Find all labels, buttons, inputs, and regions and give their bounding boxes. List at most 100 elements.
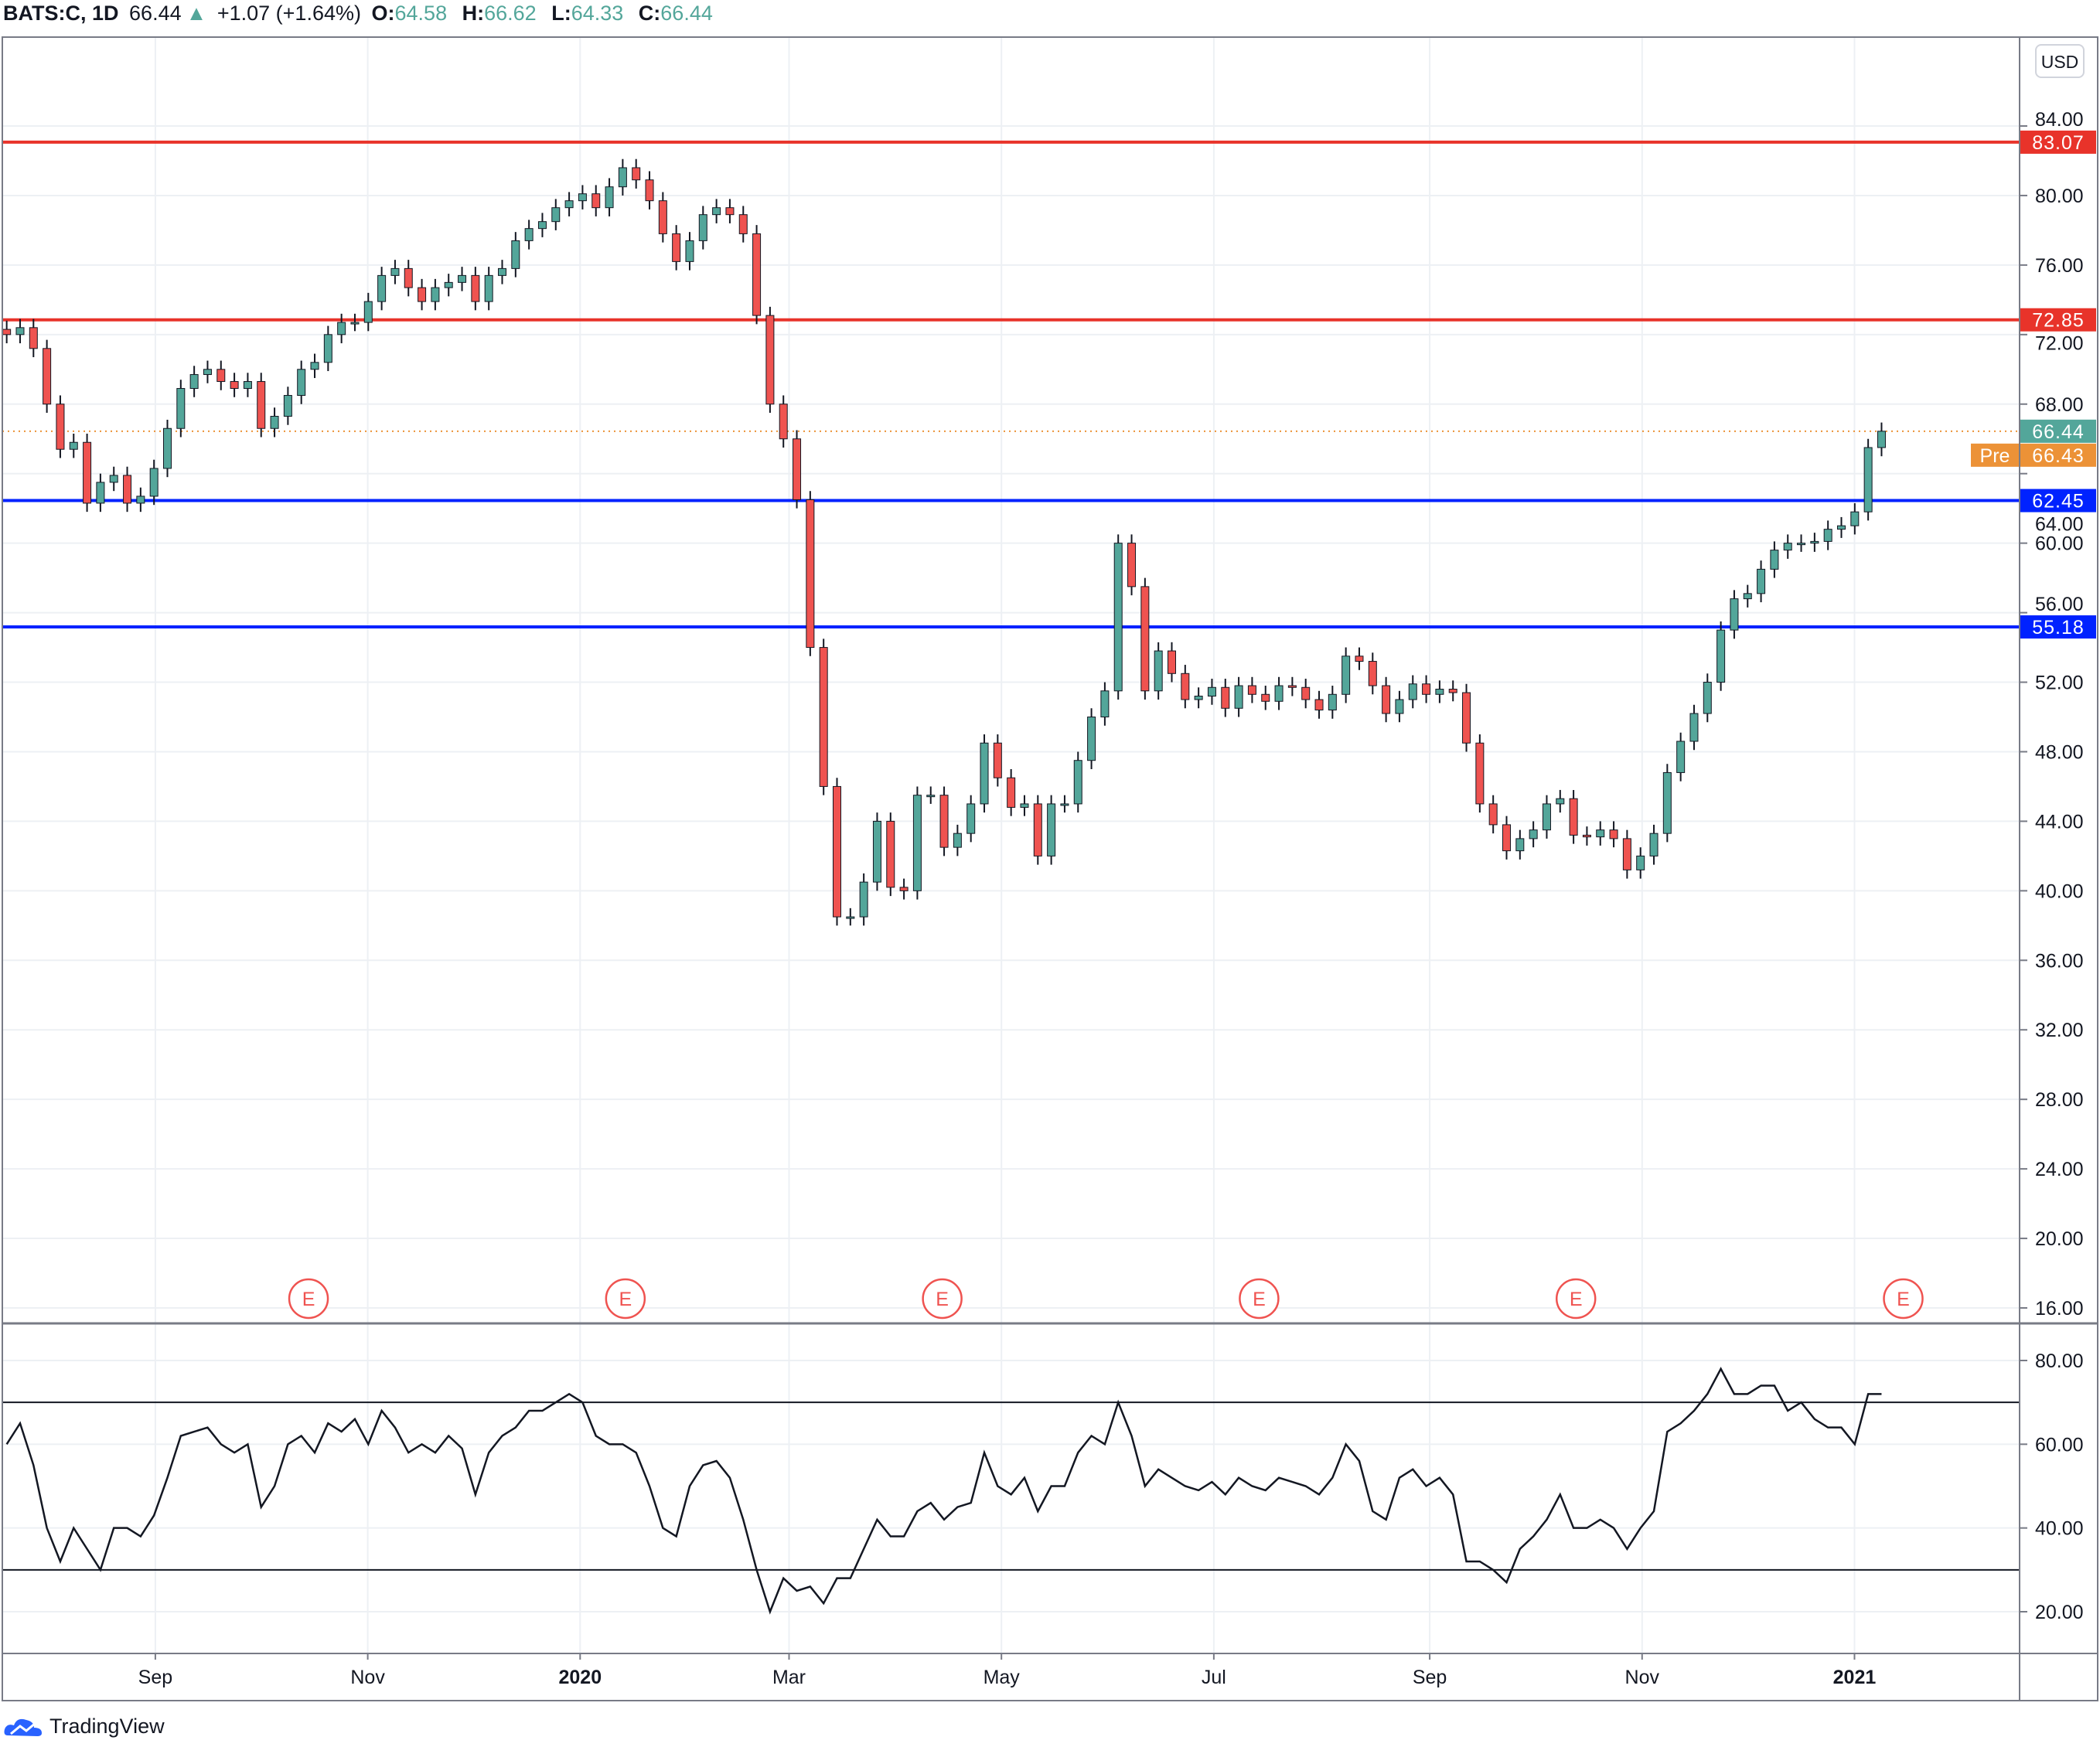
candle-body — [966, 803, 976, 834]
price-tick-label: 44.00 — [2035, 811, 2084, 833]
candle-body — [1113, 543, 1123, 692]
time-tick-label: 2021 — [1833, 1667, 1877, 1688]
candle-body — [819, 647, 828, 787]
candle-body — [1087, 717, 1096, 761]
candle-body — [310, 362, 319, 370]
earnings-marker[interactable] — [1555, 1278, 1597, 1320]
candle-body — [1502, 824, 1511, 852]
candle-body — [793, 438, 802, 500]
earnings-marker[interactable] — [605, 1278, 646, 1320]
candle-body — [658, 200, 667, 234]
candle-body — [1207, 686, 1216, 697]
candle-body — [1274, 685, 1284, 702]
candle-body — [1140, 586, 1150, 692]
candle-body — [712, 207, 721, 216]
candle-body — [283, 395, 292, 417]
open-label: O: — [371, 2, 395, 25]
candle-body — [591, 193, 601, 209]
level-price-label: 62.45 — [2032, 491, 2085, 513]
candle-body — [1168, 650, 1176, 674]
candle-body — [418, 287, 427, 302]
candle-body — [1033, 803, 1042, 856]
currency-button[interactable]: USD — [2035, 44, 2085, 78]
candle-body — [1636, 855, 1645, 870]
candle-body — [350, 322, 360, 325]
candle-body — [672, 233, 681, 262]
candle-body — [1863, 447, 1873, 513]
candle-body — [551, 207, 561, 223]
tradingview-logo[interactable]: TradingView — [3, 1715, 165, 1738]
rsi-tick-label: 60.00 — [2035, 1434, 2084, 1456]
candle-body — [511, 240, 520, 269]
earnings-marker-label: E — [1897, 1289, 1910, 1310]
candle-body — [1850, 511, 1860, 526]
candle-body — [1314, 699, 1324, 711]
candle-body — [1328, 693, 1337, 711]
earnings-marker[interactable] — [1883, 1278, 1924, 1320]
earnings-marker[interactable] — [1239, 1278, 1280, 1320]
candle-body — [1662, 771, 1672, 834]
candle-body — [43, 348, 52, 405]
currency-label: USD — [2041, 52, 2079, 72]
candle-body — [1770, 550, 1779, 570]
candle-body — [1488, 803, 1498, 826]
price-change: +1.07 (+1.64%) — [216, 2, 361, 25]
symbol-label[interactable]: BATS:C, 1D — [3, 2, 119, 25]
candle-body — [176, 388, 186, 429]
candle-body — [1368, 661, 1377, 686]
candle-body — [1649, 833, 1659, 856]
earnings-marker[interactable] — [288, 1278, 329, 1320]
candle-body — [912, 795, 922, 891]
time-tick-label: 2020 — [558, 1667, 602, 1688]
last-price-label: 66.44 — [2032, 421, 2085, 443]
candle-body — [15, 327, 25, 335]
candle-body — [1596, 829, 1605, 838]
time-tick-label: Jul — [1202, 1667, 1226, 1688]
candle-body — [645, 179, 654, 202]
horizontal-levels[interactable] — [2, 140, 2020, 629]
candle-body — [578, 193, 587, 202]
chart-frame — [2, 36, 2098, 1701]
candle-body — [363, 301, 373, 323]
candle-body — [297, 369, 306, 397]
earnings-marker[interactable] — [922, 1278, 963, 1320]
candle-body — [806, 499, 815, 649]
candle-body — [833, 785, 841, 918]
price-tick-label: 16.00 — [2035, 1298, 2084, 1320]
symbol-header: BATS:C, 1D 66.44 ▲ +1.07 (+1.64%) O:64.58… — [3, 2, 722, 26]
candle-body — [230, 381, 239, 390]
earnings-marker-label: E — [936, 1289, 949, 1310]
candle-body — [1181, 673, 1190, 700]
candle-body — [1448, 689, 1457, 693]
price-tick-label: 56.00 — [2035, 594, 2084, 615]
price-tick-label: 48.00 — [2035, 741, 2084, 763]
candle-body — [1783, 543, 1792, 551]
price-tick-label: 52.00 — [2035, 673, 2084, 694]
level-price-label: 72.85 — [2032, 310, 2085, 332]
candle-body — [752, 233, 762, 316]
candle-body — [1676, 741, 1686, 773]
price-tick-label: 64.00 — [2035, 514, 2084, 536]
candle-body — [390, 267, 400, 276]
candle-body — [1435, 689, 1444, 695]
candle-body — [1154, 650, 1163, 692]
candle-body — [1542, 803, 1551, 831]
candle-body — [1007, 777, 1016, 808]
candle-body — [123, 475, 132, 504]
candle-body — [270, 416, 279, 429]
candle-body — [2, 329, 12, 335]
candle-body — [149, 468, 159, 497]
price-tick-label: 84.00 — [2035, 109, 2084, 131]
last-price-label-box — [2020, 419, 2096, 443]
candle-body — [216, 369, 226, 383]
candle-body — [1823, 529, 1832, 542]
candle-body — [1703, 682, 1712, 714]
level-price-label-box — [2020, 615, 2096, 639]
candle-body — [1529, 829, 1538, 839]
candle-body — [618, 167, 627, 188]
candle-body — [926, 795, 936, 798]
candle-body — [163, 427, 172, 469]
